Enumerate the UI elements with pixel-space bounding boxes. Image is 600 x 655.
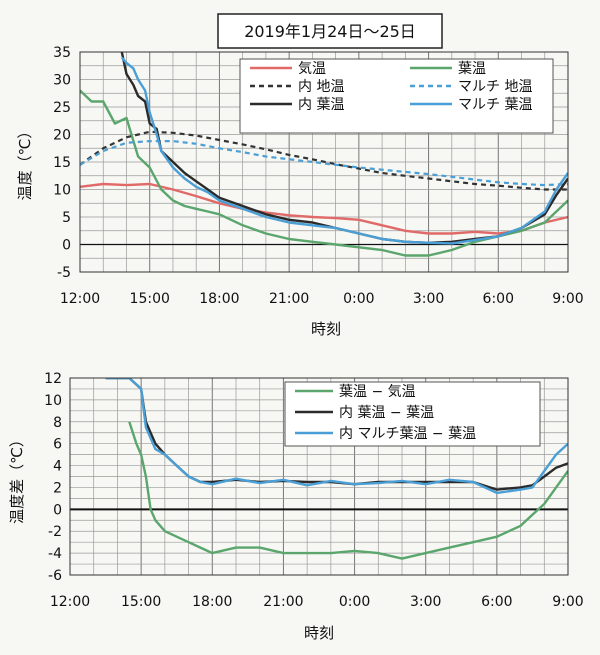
y-tick-label: 8 <box>53 415 62 431</box>
x-tick-label: 0:00 <box>339 594 370 610</box>
x-tick-label: 15:00 <box>130 291 170 307</box>
x-tick-label: 21:00 <box>269 291 309 307</box>
y-tick-label: 20 <box>53 128 71 144</box>
x-tick-label: 9:00 <box>552 594 583 610</box>
legend-label: 内 地温 <box>298 79 344 95</box>
y-tick-label: 35 <box>53 45 71 61</box>
x-tick-labels: 12:00 15:00 18:00 21:00 0:00 3:00 6:00 9:00 <box>50 594 584 610</box>
x-axis-label: 時刻 <box>304 624 334 642</box>
y-tick-label: 15 <box>53 155 71 171</box>
x-tick-label: 0:00 <box>343 291 374 307</box>
figure-title: 2019年1月24日～25日 <box>244 22 416 41</box>
y-axis-label: 温度（℃） <box>16 124 34 201</box>
series-line <box>80 130 568 191</box>
y-tick-labels: -6 -4 -2 0 2 4 6 8 10 12 <box>44 371 62 584</box>
x-tick-label: 3:00 <box>410 594 441 610</box>
y-tick-label: -2 <box>48 524 62 540</box>
y-tick-labels: -5 0 5 10 15 20 25 30 35 <box>53 45 71 281</box>
x-tick-labels: 12:00 15:00 18:00 21:00 0:00 3:00 6:00 9:00 <box>60 291 584 307</box>
legend-label: 気温 <box>298 61 326 77</box>
series-line <box>120 56 568 245</box>
y-tick-label: 10 <box>53 183 71 199</box>
y-tick-label: 4 <box>53 459 62 475</box>
legend: 葉温 − 気温内 葉温 − 葉温内 マルチ葉温 − 葉温 <box>284 381 541 447</box>
y-tick-label: 12 <box>44 371 62 387</box>
y-tick-label: -4 <box>48 546 62 562</box>
legend-label: 内 葉温 <box>298 97 344 113</box>
y-tick-label: 0 <box>62 238 71 254</box>
x-tick-label: 6:00 <box>481 594 512 610</box>
legend-label: 葉温 − 気温 <box>339 384 416 400</box>
x-tick-label: 6:00 <box>483 291 514 307</box>
plot-frame <box>69 377 569 576</box>
series-line <box>80 89 568 257</box>
series-lines <box>80 52 568 257</box>
legend-label: 内 葉温 − 葉温 <box>339 405 434 421</box>
x-tick-label: 18:00 <box>199 291 239 307</box>
y-tick-label: 2 <box>53 480 62 496</box>
legend-label: 葉温 <box>458 61 486 77</box>
temperature-difference-chart: -6 -4 -2 0 2 4 6 8 10 12 12:00 15:00 18:00 21:00 0:00… <box>8 371 584 642</box>
y-tick-label: 0 <box>53 502 62 518</box>
temperature-chart: -5 0 5 10 15 20 25 30 35 12:00 15:00 18:00 21:00 0:0… <box>16 45 584 338</box>
legend: 気温 葉温内 地温 マルチ 地温内 葉温 マルチ 葉温 <box>239 58 554 134</box>
y-tick-label: -5 <box>57 265 71 281</box>
legend-label: マルチ 葉温 <box>458 97 532 113</box>
x-tick-label: 21:00 <box>263 594 303 610</box>
series-line <box>80 140 568 187</box>
y-tick-label: 5 <box>62 210 71 226</box>
x-tick-label: 18:00 <box>192 594 232 610</box>
x-tick-label: 15:00 <box>121 594 161 610</box>
y-tick-label: 10 <box>44 393 62 409</box>
legend-label: 内 マルチ葉温 − 葉温 <box>339 426 476 442</box>
x-tick-label: 12:00 <box>50 594 90 610</box>
series-line <box>128 421 568 560</box>
y-tick-label: -6 <box>48 568 62 584</box>
y-tick-label: 6 <box>53 437 62 453</box>
x-tick-label: 12:00 <box>60 291 100 307</box>
y-axis-label: 温度差（℃） <box>8 432 26 524</box>
plot-frame <box>79 51 569 273</box>
x-tick-label: 3:00 <box>413 291 444 307</box>
series-line <box>105 378 568 495</box>
x-tick-label: 9:00 <box>552 291 583 307</box>
y-tick-label: 25 <box>53 100 71 116</box>
legend-label: マルチ 地温 <box>458 79 532 95</box>
y-tick-label: 30 <box>53 73 71 89</box>
figure-title-box: 2019年1月24日～25日 <box>217 13 443 49</box>
series-line <box>80 182 568 235</box>
x-axis-label: 時刻 <box>311 320 341 338</box>
series-lines <box>105 378 568 560</box>
